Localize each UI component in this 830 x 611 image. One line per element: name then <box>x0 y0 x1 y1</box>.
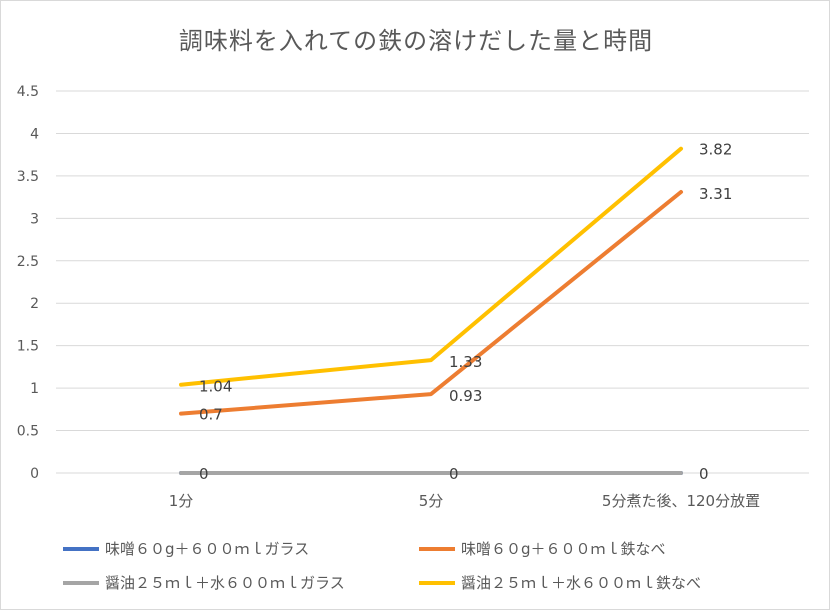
y-tick-label: 0 <box>30 466 39 482</box>
legend-label: 醤油２５ｍｌ＋水６００ｍｌガラス <box>105 574 345 592</box>
y-tick-label: 3 <box>30 211 39 227</box>
x-tick-label: 1分 <box>169 492 194 510</box>
data-label: 0.7 <box>199 406 223 424</box>
legend-swatch <box>419 580 455 585</box>
legend-item-soy-iron: 醤油２５ｍｌ＋水６００ｍｌ鉄なべ <box>419 572 701 593</box>
x-tick-label: 5分煮た後、120分放置 <box>602 492 760 510</box>
series-line <box>179 190 683 416</box>
data-label: 1.04 <box>199 378 232 396</box>
legend-label: 味噌６０g＋６００ｍｌ鉄なべ <box>461 540 666 558</box>
y-tick-label: 2.5 <box>17 254 39 270</box>
legend-swatch <box>63 546 99 551</box>
legend-label: 醤油２５ｍｌ＋水６００ｍｌ鉄なべ <box>461 574 702 592</box>
y-tick-label: 1 <box>30 381 39 397</box>
y-tick-label: 1.5 <box>17 339 39 355</box>
y-tick-label: 4 <box>30 126 39 142</box>
y-tick-label: 0.5 <box>17 424 39 440</box>
data-label: 0.93 <box>449 387 482 405</box>
legend-item-miso-iron: 味噌６０g＋６００ｍｌ鉄なべ <box>419 538 666 559</box>
legend-item-miso-glass: 味噌６０g＋６００ｍｌガラス <box>63 538 309 559</box>
data-label: 3.31 <box>699 185 732 203</box>
legend-label: 味噌６０g＋６００ｍｌガラス <box>105 540 310 558</box>
data-label: 0 <box>699 465 709 483</box>
data-label: 1.33 <box>449 353 482 371</box>
legend-swatch <box>419 546 455 551</box>
y-tick-label: 2 <box>30 296 39 312</box>
legend-item-soy-glass: 醤油２５ｍｌ＋水６００ｍｌガラス <box>63 572 345 593</box>
data-label: 3.82 <box>699 141 732 159</box>
chart-title: 調味料を入れての鉄の溶けだした量と時間 <box>178 27 654 55</box>
legend-swatch <box>63 580 99 585</box>
y-tick-label: 4.5 <box>17 84 39 100</box>
data-label: 0 <box>449 465 459 483</box>
series-line <box>179 146 683 387</box>
data-label: 0 <box>199 465 209 483</box>
x-tick-label: 5分 <box>419 492 444 510</box>
y-tick-label: 3.5 <box>17 169 39 185</box>
